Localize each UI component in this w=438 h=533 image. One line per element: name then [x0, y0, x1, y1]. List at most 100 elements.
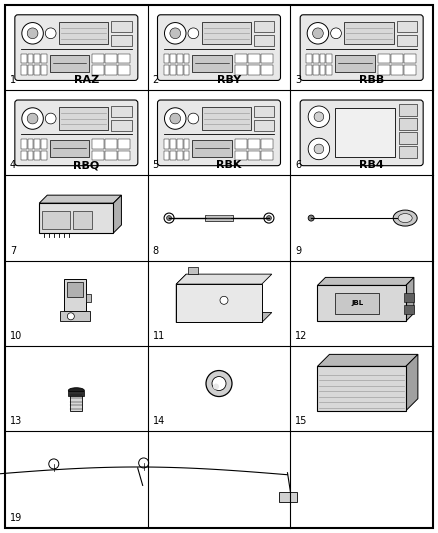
- Circle shape: [220, 296, 228, 304]
- Circle shape: [139, 458, 148, 468]
- Text: 3: 3: [295, 75, 301, 85]
- Bar: [335, 54, 374, 72]
- Circle shape: [170, 28, 180, 39]
- Circle shape: [308, 106, 330, 127]
- Bar: [184, 139, 189, 149]
- Bar: [279, 492, 297, 502]
- Circle shape: [314, 112, 324, 122]
- Bar: [92, 54, 104, 63]
- Bar: [399, 146, 417, 158]
- Bar: [248, 66, 260, 75]
- Bar: [170, 151, 176, 160]
- Bar: [39, 203, 113, 233]
- Bar: [34, 151, 40, 160]
- Circle shape: [22, 22, 43, 44]
- Bar: [28, 54, 33, 63]
- FancyBboxPatch shape: [300, 15, 423, 80]
- Polygon shape: [176, 274, 186, 322]
- Bar: [41, 66, 47, 75]
- Bar: [105, 66, 117, 75]
- Text: 4: 4: [10, 160, 16, 171]
- Bar: [60, 311, 90, 321]
- Text: 13: 13: [10, 416, 22, 426]
- Text: 8: 8: [153, 246, 159, 256]
- Bar: [235, 151, 247, 160]
- Bar: [71, 391, 82, 410]
- Bar: [184, 54, 189, 63]
- Bar: [92, 66, 104, 75]
- Text: 11: 11: [153, 331, 165, 341]
- Bar: [261, 151, 273, 160]
- Bar: [64, 279, 86, 311]
- Text: RBQ: RBQ: [73, 160, 99, 171]
- Text: 15: 15: [295, 416, 308, 426]
- Bar: [41, 54, 47, 63]
- Bar: [105, 151, 117, 160]
- Ellipse shape: [68, 387, 85, 393]
- Circle shape: [212, 376, 226, 391]
- Bar: [313, 54, 318, 63]
- Bar: [318, 285, 406, 321]
- Bar: [49, 140, 89, 157]
- Bar: [111, 35, 132, 46]
- Bar: [177, 66, 183, 75]
- Bar: [28, 66, 33, 75]
- Bar: [306, 54, 312, 63]
- Bar: [34, 54, 40, 63]
- Bar: [177, 139, 183, 149]
- Bar: [111, 21, 132, 32]
- Bar: [248, 151, 260, 160]
- Bar: [177, 151, 183, 160]
- Bar: [403, 54, 416, 63]
- Bar: [202, 107, 251, 130]
- Circle shape: [314, 144, 324, 154]
- Bar: [326, 66, 332, 75]
- Bar: [335, 293, 379, 314]
- Text: 1: 1: [10, 75, 16, 85]
- Bar: [170, 66, 176, 75]
- FancyBboxPatch shape: [158, 15, 280, 80]
- Circle shape: [27, 28, 38, 39]
- Bar: [21, 151, 27, 160]
- Bar: [163, 66, 169, 75]
- Bar: [74, 211, 92, 229]
- Bar: [313, 66, 318, 75]
- Bar: [163, 54, 169, 63]
- Polygon shape: [188, 267, 198, 274]
- Circle shape: [308, 138, 330, 160]
- Polygon shape: [176, 312, 272, 322]
- Ellipse shape: [393, 210, 417, 226]
- Bar: [396, 35, 417, 46]
- Bar: [261, 139, 273, 149]
- Bar: [254, 35, 275, 46]
- Bar: [21, 139, 27, 149]
- Text: RBK: RBK: [216, 160, 242, 171]
- Circle shape: [206, 370, 232, 397]
- Bar: [21, 66, 27, 75]
- Bar: [49, 54, 89, 72]
- Bar: [404, 305, 414, 314]
- Circle shape: [27, 113, 38, 124]
- Bar: [306, 66, 312, 75]
- Bar: [111, 106, 132, 117]
- Circle shape: [45, 28, 56, 39]
- Circle shape: [166, 215, 172, 221]
- Bar: [205, 215, 233, 221]
- Bar: [67, 281, 83, 297]
- Circle shape: [45, 113, 56, 124]
- Circle shape: [170, 113, 180, 124]
- Text: RBB: RBB: [359, 75, 384, 85]
- Bar: [176, 284, 262, 322]
- Bar: [318, 366, 406, 411]
- Bar: [41, 139, 47, 149]
- Bar: [254, 21, 275, 32]
- Circle shape: [49, 459, 59, 469]
- Bar: [344, 22, 393, 44]
- Bar: [235, 139, 247, 149]
- Bar: [399, 118, 417, 130]
- Bar: [118, 139, 130, 149]
- Bar: [235, 54, 247, 63]
- Bar: [111, 120, 132, 131]
- Bar: [391, 66, 403, 75]
- Circle shape: [165, 108, 186, 130]
